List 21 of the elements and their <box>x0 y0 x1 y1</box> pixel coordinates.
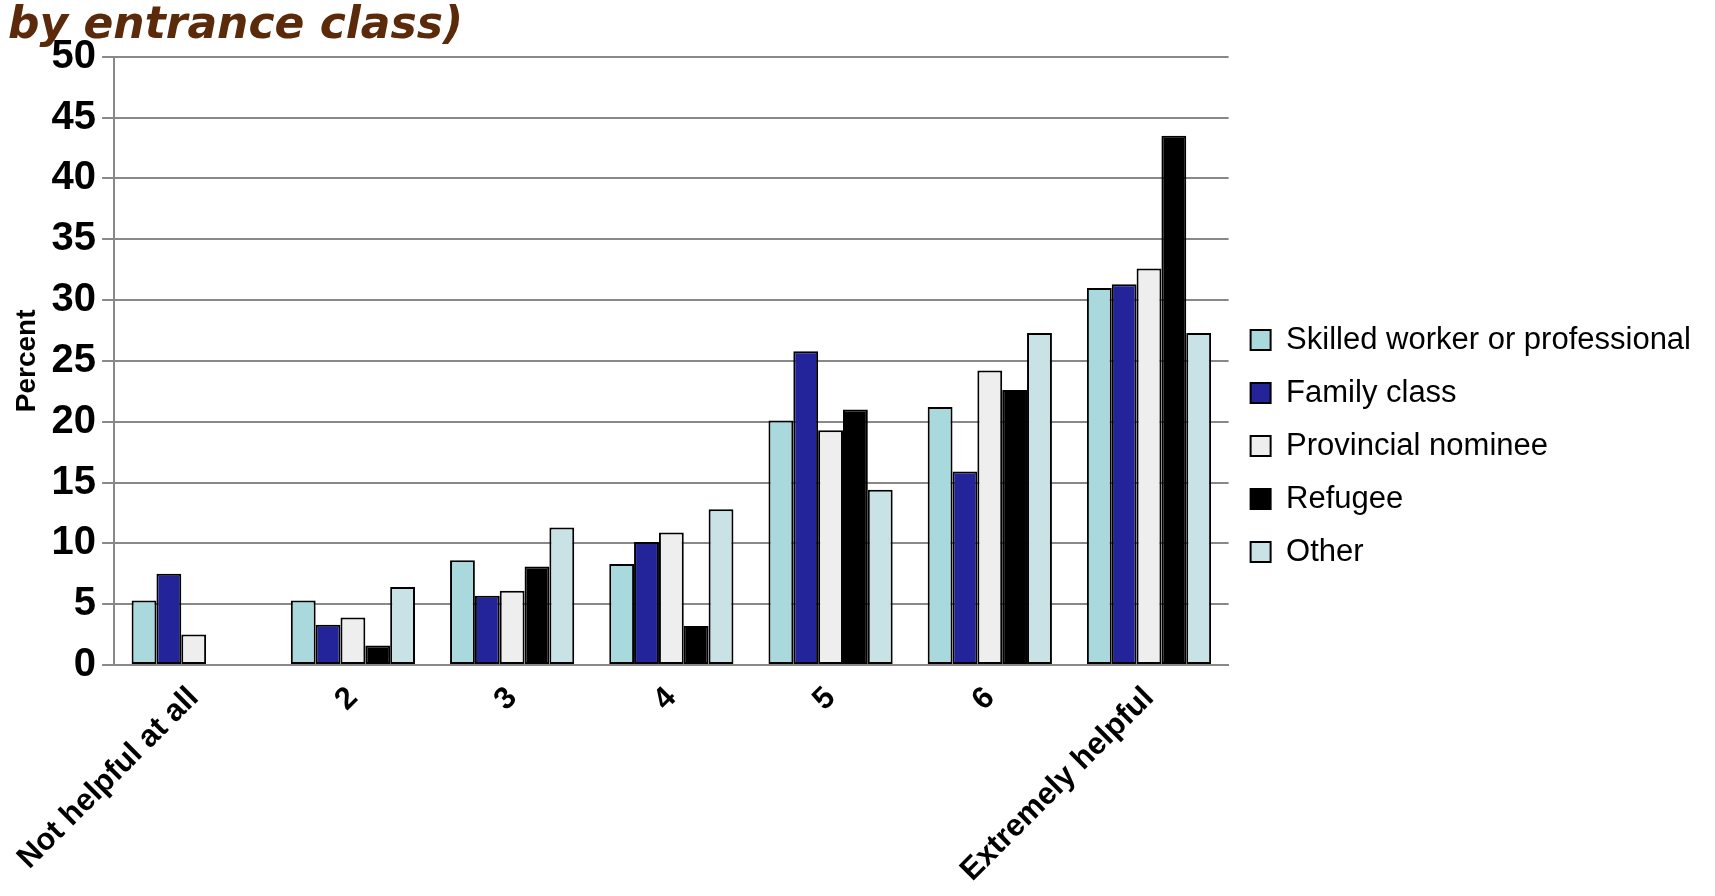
x-tick-label: 2 <box>326 679 364 717</box>
y-axis-title: Percent <box>9 309 41 413</box>
x-tick-label: 4 <box>645 678 683 717</box>
x-tick-label: 3 <box>486 679 524 717</box>
y-tick-label: 15 <box>51 457 97 502</box>
legend-label: Other <box>1286 532 1364 568</box>
y-tick-label: 25 <box>51 335 97 380</box>
legend-label: Provincial nominee <box>1286 426 1549 462</box>
legend-label: Skilled worker or professional <box>1286 320 1692 356</box>
y-tick-label: 45 <box>51 92 97 137</box>
y-tick-label: 35 <box>51 214 97 259</box>
y-tick-label: 10 <box>51 518 97 563</box>
legend-label: Refugee <box>1286 479 1404 515</box>
x-tick-label: 6 <box>963 679 1001 717</box>
y-tick-label: 20 <box>51 396 97 441</box>
y-tick-label: 40 <box>51 153 97 198</box>
y-tick-label: 30 <box>51 275 97 320</box>
x-tick-label: 5 <box>804 679 842 717</box>
y-tick-label: 5 <box>73 579 97 624</box>
legend-label: Family class <box>1286 373 1457 409</box>
y-tick-label: 0 <box>73 640 97 684</box>
